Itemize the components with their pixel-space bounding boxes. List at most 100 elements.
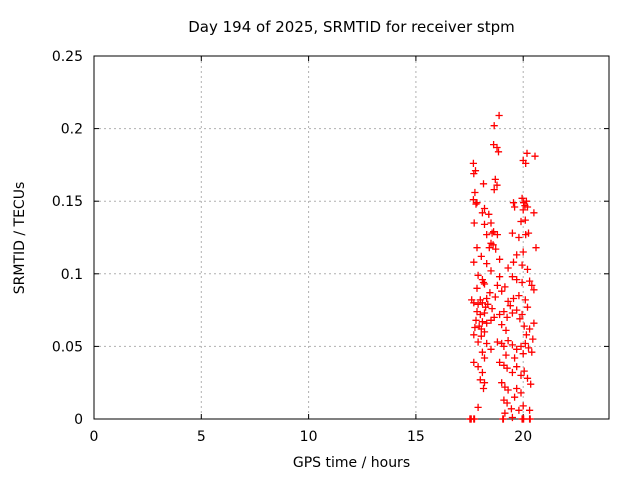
data-point-marker (491, 293, 499, 301)
data-point-marker (476, 310, 484, 319)
data-point-marker (523, 203, 532, 211)
data-point-marker (473, 284, 481, 292)
data-point-marker (482, 303, 490, 311)
data-point-marker (494, 148, 503, 156)
data-point-marker (515, 233, 523, 242)
data-point-marker (508, 273, 516, 281)
data-point-marker (530, 209, 538, 217)
data-point-marker (478, 348, 486, 356)
data-point-marker (500, 308, 508, 316)
data-point-marker (474, 271, 482, 279)
data-point-marker (523, 374, 532, 382)
data-point-marker (513, 345, 521, 353)
data-point-marker (519, 350, 527, 358)
data-point-marker (490, 313, 498, 321)
data-point-marker (483, 319, 491, 327)
data-point-marker (474, 300, 482, 308)
data-point-marker (522, 331, 530, 339)
data-point-marker (517, 371, 525, 379)
data-point-marker (485, 244, 493, 252)
data-point-marker (511, 393, 519, 401)
data-point-marker (470, 331, 478, 339)
data-point-marker (498, 321, 506, 329)
data-point-marker (523, 149, 531, 157)
data-point-marker (480, 309, 489, 317)
data-point-marker (506, 302, 514, 310)
data-point-marker (487, 345, 495, 353)
data-point-marker (479, 180, 488, 188)
data-point-marker (519, 206, 527, 214)
data-point-marker (474, 403, 482, 411)
data-point-marker (472, 316, 480, 324)
data-point-marker (503, 364, 511, 372)
data-point-marker (496, 273, 504, 281)
data-point-marker (477, 252, 485, 260)
data-point-marker (469, 159, 477, 167)
data-point-marker (493, 281, 501, 289)
data-point-marker (470, 415, 479, 423)
data-point-marker (496, 310, 504, 319)
data-point-marker (511, 354, 519, 362)
data-point-marker (474, 363, 482, 371)
data-point-marker (470, 258, 478, 266)
data-point-marker (504, 297, 512, 305)
data-point-marker (502, 326, 510, 334)
data-point-marker (480, 204, 489, 213)
data-point-marker (490, 122, 498, 130)
data-point-marker (527, 380, 535, 388)
data-point-marker (480, 354, 489, 362)
data-point-marker (528, 348, 536, 356)
x-tick-label: 10 (300, 429, 318, 445)
data-point-marker (523, 265, 532, 273)
data-point-marker (513, 251, 521, 259)
data-point-marker (477, 325, 485, 333)
data-point-marker (530, 286, 538, 294)
data-point-marker (480, 220, 489, 228)
data-point-marker (471, 323, 479, 332)
data-point-marker (496, 358, 504, 366)
data-point-marker (476, 376, 484, 384)
data-point-marker (513, 276, 521, 284)
plot-border (93, 55, 610, 420)
data-point-marker (516, 315, 524, 323)
data-point-marker (517, 342, 525, 350)
data-point-marker (509, 294, 518, 303)
data-point-marker (470, 170, 478, 178)
data-point-marker (502, 351, 510, 359)
data-point-marker (473, 244, 481, 252)
data-point-marker (474, 338, 482, 346)
data-point-marker (517, 389, 525, 397)
data-point-marker (483, 231, 491, 239)
y-tick-label: 0.05 (52, 339, 83, 355)
data-point-marker (472, 200, 480, 208)
data-point-marker (483, 260, 491, 268)
chart-title: Day 194 of 2025, SRMTID for receiver stp… (188, 18, 515, 36)
x-tick-label: 5 (197, 429, 206, 445)
x-tick-label: 0 (90, 429, 99, 445)
data-point-marker (508, 413, 516, 422)
data-point-marker (478, 299, 486, 307)
y-tick-label: 0.25 (52, 49, 83, 65)
data-point-marker (511, 203, 519, 211)
data-point-marker (478, 368, 486, 377)
data-point-marker (470, 299, 478, 307)
data-point-marker (520, 322, 528, 330)
data-point-marker (513, 363, 521, 371)
data-point-marker (480, 280, 489, 288)
data-point-marker (522, 197, 530, 205)
data-point-marker (480, 379, 489, 387)
data-point-marker (470, 219, 478, 227)
y-tick-label: 0.1 (61, 267, 83, 283)
data-point-marker (493, 231, 501, 239)
data-point-marker (499, 415, 507, 423)
data-point-marker (508, 229, 516, 237)
data-point-marker (486, 289, 494, 297)
y-tick-label: 0.15 (52, 194, 83, 210)
data-point-marker (493, 143, 501, 152)
data-point-marker (495, 111, 503, 120)
data-point-marker (519, 402, 527, 410)
data-point-marker (509, 258, 518, 266)
data-point-marker (503, 313, 511, 321)
data-point-marker (487, 267, 495, 275)
data-point-marker (524, 229, 533, 237)
